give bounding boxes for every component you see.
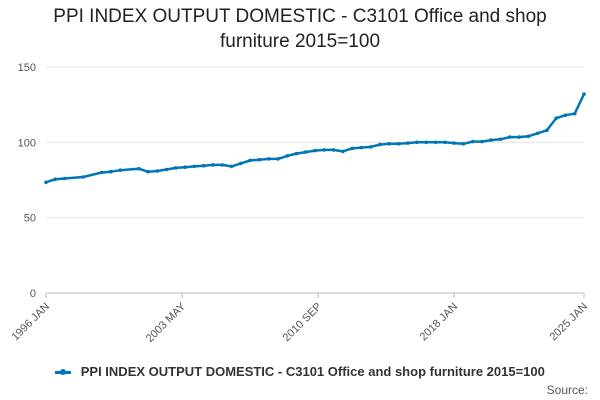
data-point[interactable] [350, 146, 354, 151]
data-point[interactable] [174, 166, 178, 170]
data-point[interactable] [285, 154, 290, 158]
legend[interactable]: PPI INDEX OUTPUT DOMESTIC - C3101 Office… [0, 364, 600, 379]
data-point[interactable] [266, 157, 271, 161]
data-point[interactable] [331, 148, 336, 152]
x-tick-label: 1996 JAN [9, 301, 52, 344]
data-point[interactable] [424, 140, 429, 145]
data-point[interactable] [415, 140, 419, 145]
x-tick-label: 2003 MAY [144, 300, 189, 345]
data-point[interactable] [146, 169, 150, 174]
y-tick-label: 100 [18, 137, 36, 149]
x-tick-label: 2018 JAN [418, 301, 461, 344]
data-point[interactable] [192, 164, 197, 169]
axis-layer [45, 292, 585, 298]
chart-title-line-1: PPI INDEX OUTPUT DOMESTIC - C3101 Office… [53, 6, 547, 27]
data-point[interactable] [508, 135, 512, 139]
chart-title: PPI INDEX OUTPUT DOMESTIC - C3101 Office… [0, 4, 600, 54]
grid-layer [46, 66, 584, 219]
data-point[interactable] [517, 135, 521, 139]
data-point[interactable] [99, 170, 104, 175]
data-point[interactable] [498, 137, 503, 142]
data-point[interactable] [387, 142, 392, 146]
data-point[interactable] [53, 177, 58, 181]
data-point[interactable] [406, 141, 410, 145]
legend-marker-icon [55, 369, 72, 376]
data-point[interactable] [257, 157, 262, 162]
source-label: Source: [546, 383, 588, 397]
data-point[interactable] [303, 150, 308, 154]
data-point[interactable] [183, 165, 187, 169]
tick-label-layer: 0 50 100 150 1996 JAN 2003 MAY 2010 SEP 2018 JA… [9, 62, 590, 345]
data-point[interactable] [118, 168, 122, 172]
data-point[interactable] [396, 142, 401, 146]
data-point[interactable] [461, 142, 466, 146]
data-point[interactable] [359, 145, 364, 150]
x-tick-label: 2010 SEP [281, 301, 325, 345]
data-point[interactable] [563, 113, 568, 117]
data-point[interactable] [572, 111, 577, 116]
data-point[interactable] [62, 176, 67, 181]
y-tick-label: 150 [18, 62, 36, 74]
data-point[interactable] [109, 169, 113, 174]
data-point[interactable] [545, 128, 549, 133]
x-tick-label: 2025 JAN [547, 301, 590, 344]
data-point[interactable] [248, 158, 252, 163]
data-point[interactable] [526, 134, 531, 139]
data-point[interactable] [239, 161, 243, 166]
legend-label: PPI INDEX OUTPUT DOMESTIC - C3101 Office… [80, 364, 545, 379]
data-point[interactable] [81, 175, 85, 179]
data-point[interactable] [155, 169, 160, 173]
data-point[interactable] [554, 116, 558, 120]
data-point[interactable] [201, 163, 206, 168]
data-point[interactable] [341, 149, 345, 154]
data-point[interactable] [229, 164, 234, 169]
data-point[interactable] [470, 139, 475, 144]
data-point[interactable] [313, 148, 317, 153]
data-point[interactable] [220, 163, 224, 167]
data-point[interactable] [433, 140, 438, 145]
data-point[interactable] [137, 166, 141, 171]
chart-title-line-2: furniture 2015=100 [219, 31, 381, 52]
data-point[interactable] [489, 138, 494, 142]
data-point[interactable] [535, 131, 540, 136]
data-point[interactable] [368, 145, 373, 149]
y-tick-label: 0 [30, 288, 36, 300]
data-point[interactable] [276, 157, 280, 161]
data-point[interactable] [322, 148, 327, 152]
data-point[interactable] [44, 180, 48, 185]
y-tick-label: 50 [24, 213, 36, 225]
data-point[interactable] [480, 139, 484, 144]
data-point[interactable] [211, 163, 215, 167]
data-point[interactable] [164, 167, 169, 172]
data-point[interactable] [443, 140, 447, 145]
data-point[interactable] [582, 92, 586, 96]
series-layer [44, 92, 586, 185]
data-point[interactable] [378, 142, 382, 147]
series-line[interactable] [44, 92, 586, 184]
data-point[interactable] [294, 151, 299, 156]
data-point[interactable] [452, 141, 456, 145]
